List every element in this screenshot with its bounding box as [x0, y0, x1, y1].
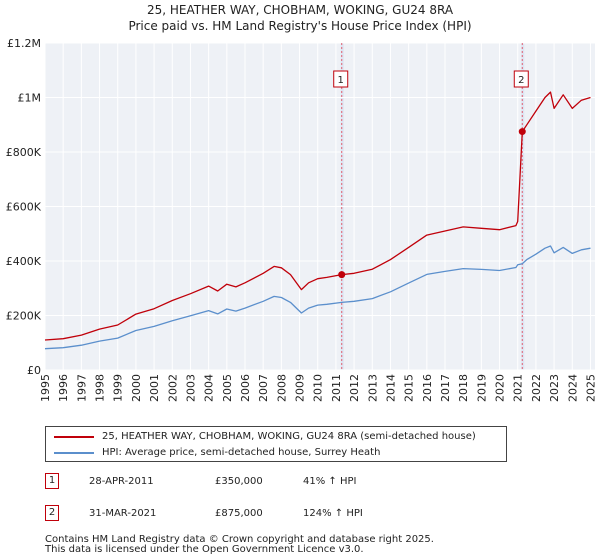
sale-number-box	[513, 70, 529, 88]
sale-number-label: 2	[518, 75, 524, 86]
footer-licence: This data is licensed under the Open Gov…	[45, 544, 364, 555]
y-tick-label: £800K	[6, 146, 42, 159]
transaction-row: 2 31-MAR-2021 £875,000 124% ↑ HPI	[45, 504, 565, 524]
x-tick-label: 2011	[330, 374, 343, 402]
x-tick-label: 2021	[512, 374, 525, 402]
legend-swatch-red	[54, 436, 94, 438]
y-tick-label: £600K	[6, 201, 42, 214]
chart-subtitle: Price paid vs. HM Land Registry's House …	[128, 19, 472, 33]
property-price-line	[44, 91, 591, 341]
x-tick-label: 2005	[221, 374, 234, 402]
y-tick-label: £400K	[6, 255, 42, 268]
x-tick-label: 2013	[366, 374, 379, 402]
transaction-badge: 2	[45, 505, 59, 521]
chart-legend: 25, HEATHER WAY, CHOBHAM, WOKING, GU24 8…	[45, 426, 507, 462]
transaction-price: £350,000	[215, 476, 263, 487]
sale-number-box	[333, 70, 349, 88]
x-tick-label: 2004	[203, 374, 216, 402]
transaction-date: 31-MAR-2021	[89, 508, 157, 519]
y-tick-label: £1.2M	[7, 37, 41, 50]
x-tick-label: 1998	[94, 374, 107, 402]
x-tick-label: 2023	[548, 374, 561, 402]
x-tick-label: 2010	[312, 374, 325, 402]
x-tick-label: 2015	[403, 374, 416, 402]
hpi-line	[44, 245, 591, 350]
transaction-row: 1 28-APR-2011 £350,000 41% ↑ HPI	[45, 472, 565, 492]
transaction-badge: 1	[45, 473, 59, 489]
x-tick-label: 2017	[439, 374, 452, 402]
legend-swatch-blue	[54, 452, 94, 454]
x-tick-label: 2025	[584, 374, 597, 402]
x-tick-label: 2018	[457, 374, 470, 402]
y-tick-label: £1M	[18, 92, 42, 105]
x-tick-label: 2000	[130, 374, 143, 402]
x-tick-label: 1999	[112, 374, 125, 402]
sale-point	[518, 128, 526, 136]
x-tick-label: 2014	[384, 374, 397, 402]
x-tick-label: 2024	[566, 374, 579, 402]
x-tick-label: 2006	[239, 374, 252, 402]
x-tick-label: 2007	[257, 374, 270, 402]
legend-label-property: 25, HEATHER WAY, CHOBHAM, WOKING, GU24 8…	[102, 431, 476, 442]
x-tick-label: 2012	[348, 374, 361, 402]
x-tick-label: 2020	[494, 374, 507, 402]
x-tick-label: 2001	[148, 374, 161, 402]
x-tick-label: 2009	[294, 374, 307, 402]
footer-copyright: Contains HM Land Registry data © Crown c…	[45, 534, 434, 545]
sale-number-label: 1	[338, 75, 344, 86]
y-tick-label: £0	[27, 364, 41, 377]
x-tick-label: 2003	[184, 374, 197, 402]
x-tick-label: 2008	[275, 374, 288, 402]
transaction-date: 28-APR-2011	[89, 476, 154, 487]
x-tick-label: 2016	[421, 374, 434, 402]
sale-point	[338, 271, 346, 279]
x-tick-label: 2022	[530, 374, 543, 402]
x-tick-label: 2002	[166, 374, 179, 402]
transaction-price: £875,000	[215, 508, 263, 519]
x-tick-label: 1997	[75, 374, 88, 402]
transaction-hpi: 124% ↑ HPI	[303, 508, 363, 519]
x-tick-label: 2019	[475, 374, 488, 402]
y-tick-label: £200K	[6, 310, 42, 323]
x-tick-label: 1996	[57, 374, 70, 402]
price-chart: £0 £200K £400K £600K £800K £1M £1.2M 1995 1996 19…	[6, 37, 598, 402]
transaction-hpi: 41% ↑ HPI	[303, 476, 357, 487]
chart-title: 25, HEATHER WAY, CHOBHAM, WOKING, GU24 8…	[146, 3, 454, 17]
x-tick-label: 1995	[39, 374, 52, 402]
legend-label-hpi: HPI: Average price, semi-detached house,…	[102, 447, 381, 458]
